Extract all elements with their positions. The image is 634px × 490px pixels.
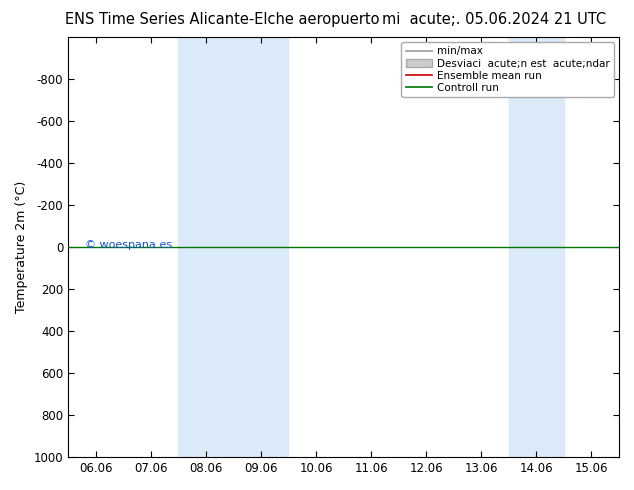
Bar: [509, 37, 564, 457]
Y-axis label: Temperature 2m (°C): Temperature 2m (°C): [15, 181, 28, 313]
Bar: [233, 37, 288, 457]
Text: mi  acute;. 05.06.2024 21 UTC: mi acute;. 05.06.2024 21 UTC: [382, 12, 607, 27]
Text: © woespana.es: © woespana.es: [84, 240, 172, 250]
Text: ENS Time Series Alicante-Elche aeropuerto: ENS Time Series Alicante-Elche aeropuert…: [65, 12, 379, 27]
Legend: min/max, Desviaci  acute;n est  acute;ndar, Ensemble mean run, Controll run: min/max, Desviaci acute;n est acute;ndar…: [401, 42, 614, 97]
Bar: [178, 37, 233, 457]
